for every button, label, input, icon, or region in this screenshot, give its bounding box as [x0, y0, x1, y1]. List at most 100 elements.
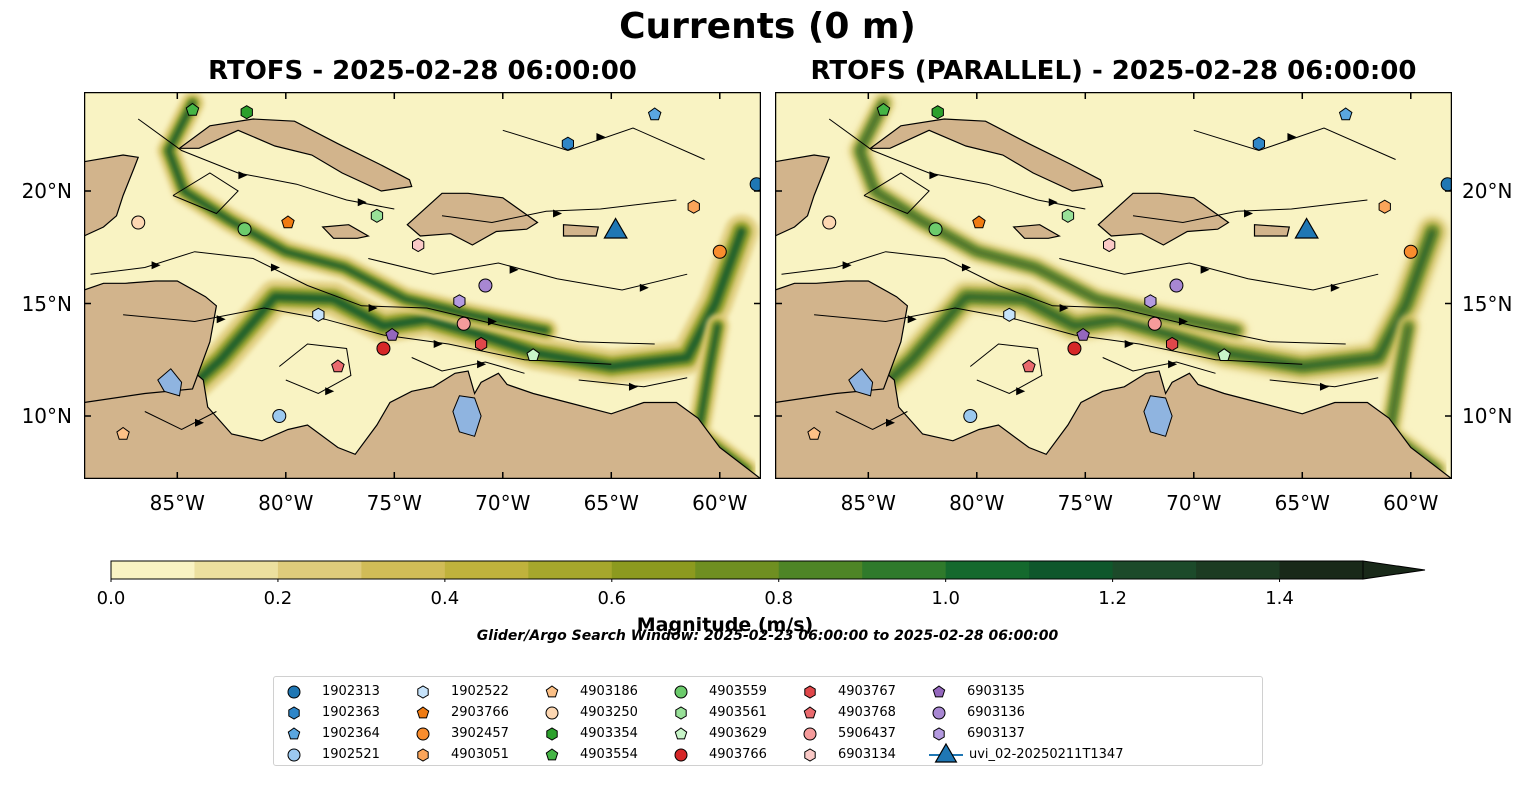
colorbar-tick-label: 0.8: [764, 588, 794, 609]
streamline-arrow: [628, 382, 638, 391]
platform-marker-4903766: [376, 341, 391, 356]
legend-item: 6903135: [929, 681, 1025, 702]
platform-marker-6903136: [1169, 278, 1184, 293]
legend-label: 1902522: [451, 684, 509, 699]
platform-marker-1902364: [287, 726, 301, 739]
colorbar-tick-label: 1.2: [1098, 588, 1127, 609]
lake: [1143, 395, 1173, 437]
legend-item: 4903559: [671, 681, 767, 702]
streamline: [969, 343, 1043, 395]
streamline-arrow: [1059, 304, 1069, 312]
figure-title: Currents (0 m): [619, 6, 916, 47]
map-left-panel: [84, 92, 761, 479]
streamline: [368, 258, 688, 291]
colorbar-bin: [778, 561, 863, 579]
streamline: [814, 307, 1303, 365]
streamline-arrow: [216, 315, 226, 324]
streamline-arrow: [487, 317, 497, 326]
legend-label: 4903554: [580, 747, 638, 762]
streamline: [278, 343, 352, 395]
land-mass: [775, 154, 831, 237]
land-mass: [775, 280, 909, 404]
colorbar-bin: [528, 561, 613, 579]
y-tick-label: 10°N: [1462, 404, 1513, 428]
legend-marker-icon: [417, 747, 429, 762]
platform-marker-1902522: [1003, 307, 1016, 322]
platform-marker-5906437: [456, 316, 471, 331]
colorbar-bin: [1029, 561, 1114, 579]
legend-label: 6903136: [967, 705, 1025, 720]
legend-item: 6903137: [929, 723, 1025, 744]
legend-item: 4903051: [413, 744, 509, 765]
colorbar-frame: [110, 560, 1364, 580]
land-mass: [84, 327, 761, 479]
streamline-arrow: [325, 387, 335, 396]
platform-marker-1902521: [287, 748, 301, 761]
x-tick-label: 65°W: [1274, 491, 1330, 515]
legend-item: 4903629: [671, 723, 767, 744]
land-mass: [84, 280, 218, 404]
legend-marker-icon: [932, 684, 946, 697]
map-frame: [775, 92, 1452, 479]
land-mass: [1097, 192, 1230, 246]
colorbar-extend-arrow: [1362, 560, 1426, 580]
legend-marker-icon: [932, 706, 946, 719]
map-right-title: RTOFS (PARALLEL) - 2025-02-28 06:00:00: [810, 56, 1417, 86]
streamline: [411, 357, 525, 374]
platform-marker-6903136: [478, 278, 493, 293]
platform-marker-1902363: [1252, 136, 1265, 151]
colorbar-bin: [277, 561, 362, 579]
legend-item: 6903136: [929, 702, 1025, 723]
y-tick-label: 20°N: [1462, 179, 1513, 203]
legend-label: 4903250: [580, 705, 638, 720]
colorbar-tick-label: 1.0: [931, 588, 960, 609]
platform-marker-4903768: [331, 359, 345, 373]
platform-marker-4903186: [116, 426, 130, 440]
platform-marker-1902363: [288, 705, 300, 720]
colorbar-label: Magnitude (m/s): [636, 614, 814, 636]
legend-label: 4903051: [451, 747, 509, 762]
legend-marker-icon: [417, 684, 429, 699]
legend-item: 4903768: [800, 702, 896, 723]
streamline: [172, 172, 239, 215]
legend-marker-icon: [674, 685, 688, 698]
streamline-arrow: [1168, 360, 1178, 369]
legend-marker-icon: [674, 726, 688, 739]
legend-marker-icon: [545, 706, 559, 719]
platform-marker-4903554: [545, 747, 559, 760]
legend-item: 6903134: [800, 744, 896, 765]
platform-marker-4903768: [1022, 359, 1036, 373]
legend-item: 4903766: [671, 744, 767, 765]
platform-marker-4903768: [803, 705, 817, 718]
legend-label: 2903766: [451, 705, 509, 720]
legend-marker-icon: [675, 705, 687, 720]
platform-marker-6903134: [1103, 237, 1116, 253]
platform-marker-4903561: [370, 208, 384, 223]
legend-marker-icon: [287, 748, 301, 761]
streamline: [1132, 199, 1368, 224]
streamline: [1059, 258, 1379, 291]
legend-label: 1902521: [322, 747, 380, 762]
colorbar-tick-label: 1.4: [1265, 588, 1294, 609]
colorbar: [110, 560, 1426, 582]
platform-marker-4903051: [687, 199, 700, 214]
legend-item: 4903554: [542, 744, 638, 765]
streamline-arrow: [1244, 209, 1254, 218]
streamline-arrow: [886, 418, 896, 427]
x-tick-label: 65°W: [583, 491, 639, 515]
platform-marker-uvi_02-20250211T1347: [1294, 217, 1319, 239]
streamline-arrow: [929, 171, 939, 180]
colorbar-tick-label: 0.2: [263, 588, 293, 609]
legend-label: 4903629: [709, 726, 767, 741]
streamline: [1193, 127, 1396, 160]
streamline-arrow: [238, 171, 248, 180]
x-tick-label: 80°W: [258, 491, 314, 515]
platform-marker-2903766: [416, 705, 430, 718]
legend-item: 1902522: [413, 681, 509, 702]
legend-item: 2903766: [413, 702, 509, 723]
land-mass: [406, 192, 539, 246]
streamline-arrow: [151, 261, 161, 270]
platform-marker-2903766: [281, 215, 295, 229]
streamline-arrow: [270, 263, 280, 272]
streamline-arrow: [1016, 387, 1026, 396]
